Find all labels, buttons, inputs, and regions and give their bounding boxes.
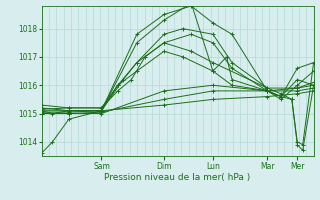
X-axis label: Pression niveau de la mer( hPa ): Pression niveau de la mer( hPa ) (104, 173, 251, 182)
